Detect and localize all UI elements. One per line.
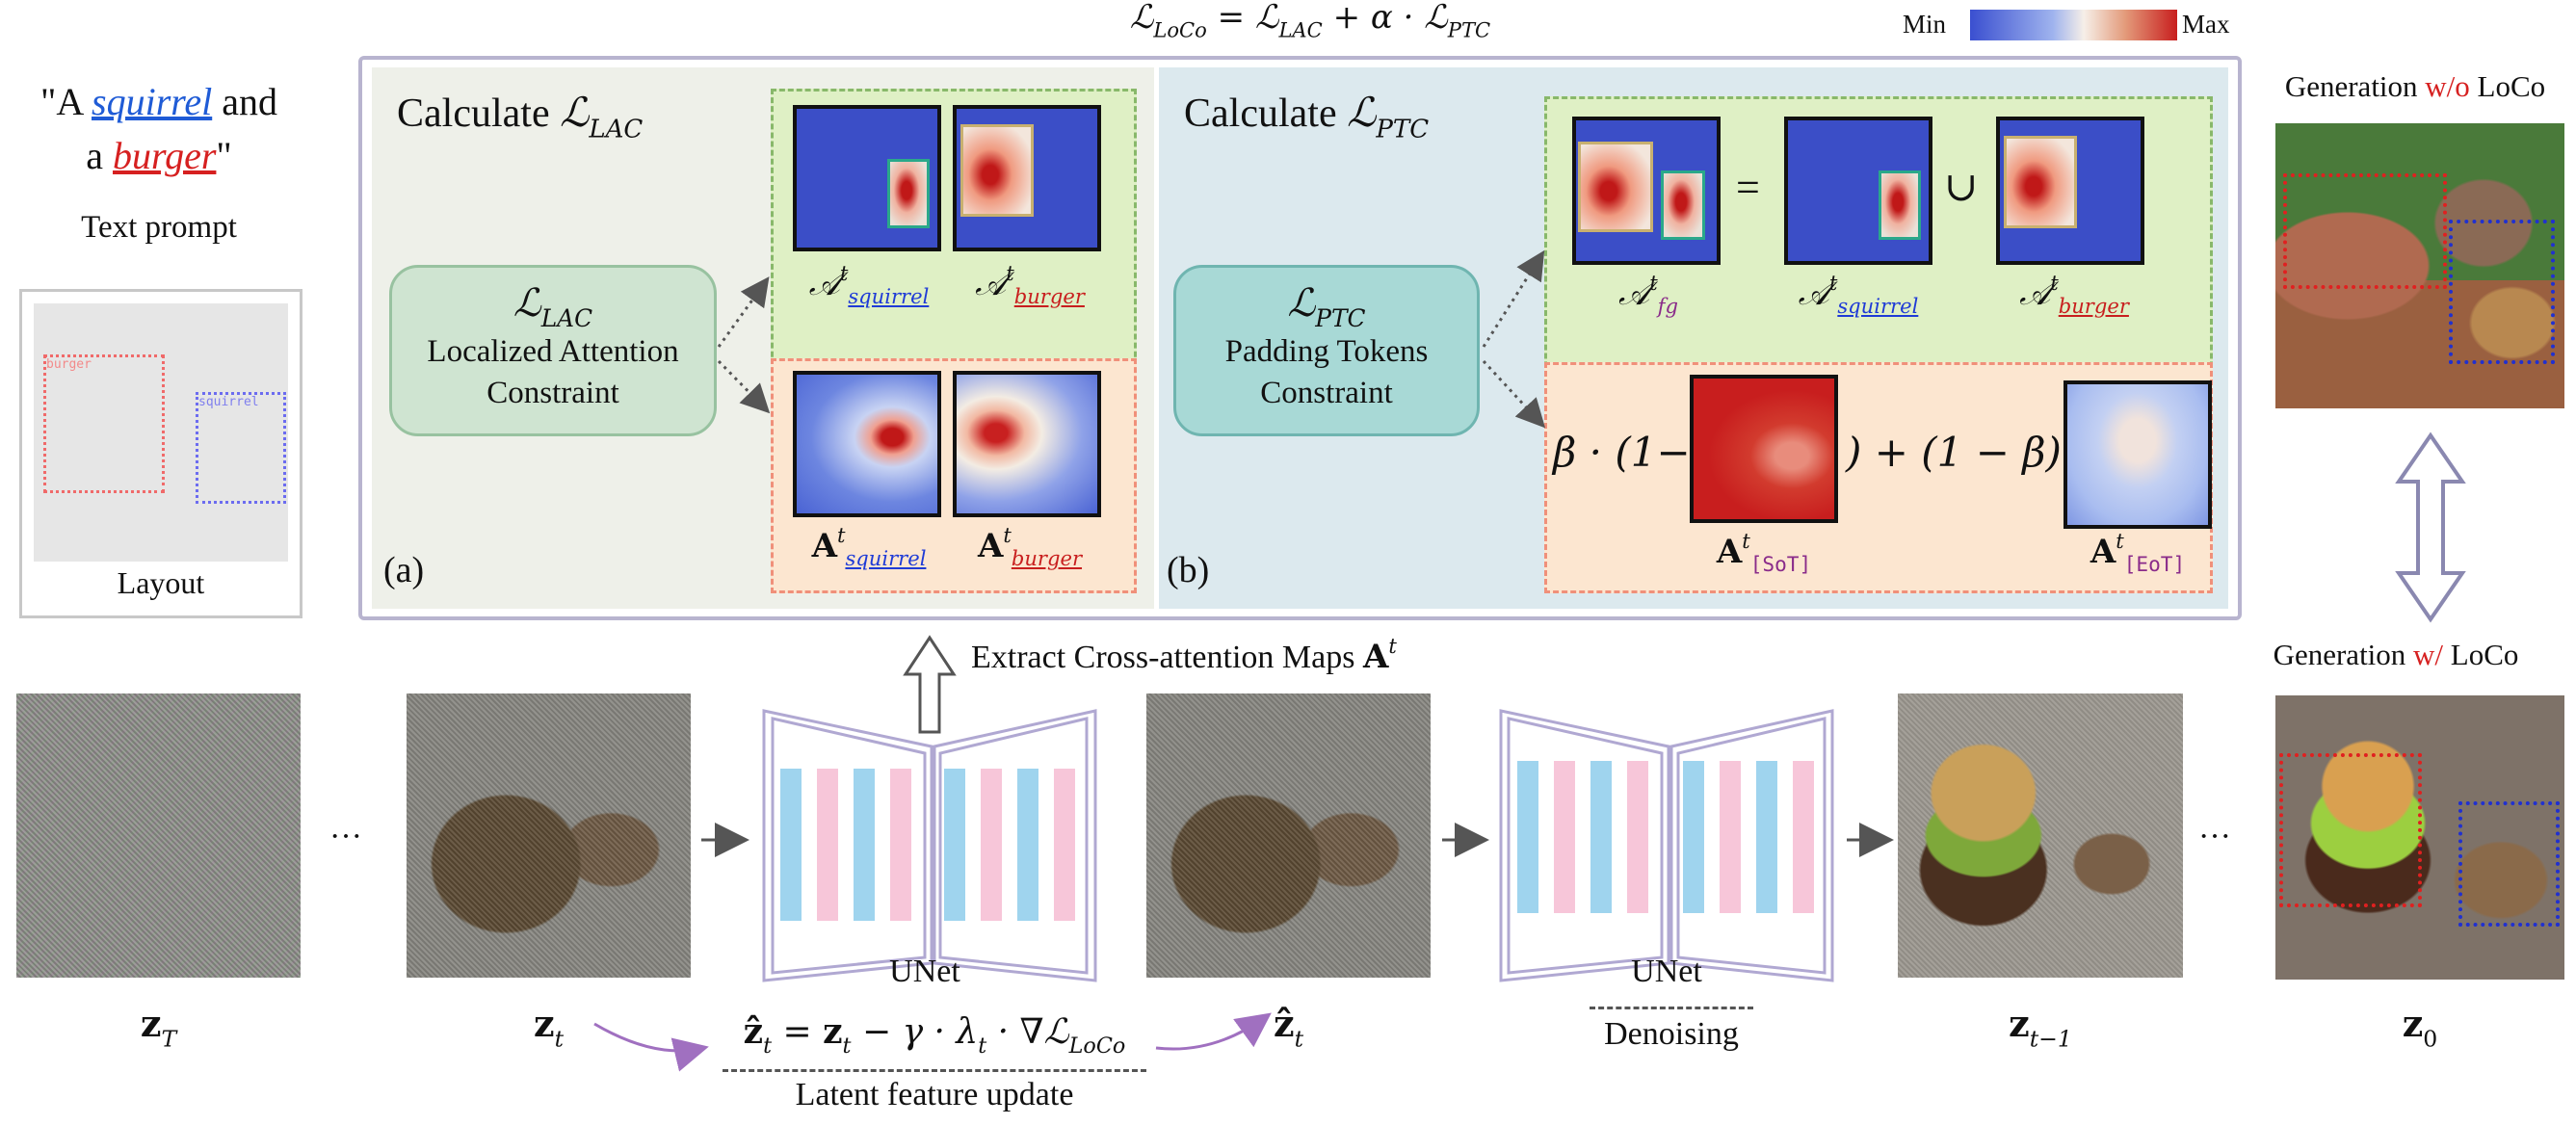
lac-attn-map-burger xyxy=(953,371,1101,517)
panel-a: Calculate ℒLAC ℒLAC Localized Attention … xyxy=(372,67,1154,609)
label-zt1: zt−1 xyxy=(2009,1002,2072,1053)
lac-gt-map-burger xyxy=(953,105,1101,251)
ptc-constraint-symbol: ℒPTC xyxy=(1287,281,1366,333)
unet-1-bars xyxy=(780,769,1084,921)
unet-2-bars xyxy=(1517,761,1821,913)
top-formula: ℒLoCo = ℒLAC + α · ℒPTC xyxy=(1129,0,1491,42)
lac-gt-label-squirrel: 𝒜tsquirrel xyxy=(808,261,930,309)
ptc-padding-box: β · (1− ) + (1 − β) · At[SoT] At[EoT] xyxy=(1544,362,2213,593)
lac-constraint-symbol: ℒLAC xyxy=(513,281,593,333)
latent-image-zhat xyxy=(1146,693,1431,978)
equals-sign: = xyxy=(1736,164,1760,211)
ptc-constraint-line1: Padding Tokens xyxy=(1224,334,1429,370)
panel-a-title: Calculate ℒLAC xyxy=(397,89,644,144)
colorbar-min-label: Min xyxy=(1903,10,1947,39)
latent-image-z0 xyxy=(2275,695,2564,980)
latent-caption: Latent feature update xyxy=(795,1077,1074,1112)
ptc-burger-map xyxy=(1996,117,2144,265)
ellipsis-1: ··· xyxy=(329,819,362,854)
compare-double-arrow xyxy=(2395,432,2466,623)
text-prompt-caption: Text prompt xyxy=(81,210,237,245)
extract-label: Extract Cross-attention Maps At xyxy=(971,634,1397,676)
sot-label: At[SoT] xyxy=(1716,529,1812,577)
label-z0: z0 xyxy=(2402,1002,2438,1053)
colorbar-max-label: Max xyxy=(2182,10,2230,39)
layout-box-burger: burger xyxy=(43,354,165,493)
sot-map xyxy=(1690,375,1838,523)
extract-arrow xyxy=(903,635,957,734)
ptc-constraint-box: ℒPTC Padding Tokens Constraint xyxy=(1173,265,1480,436)
denoising-label: Denoising xyxy=(1604,1016,1739,1052)
ptc-constraint-line2: Constraint xyxy=(1260,376,1393,411)
lac-attn-box: Atsquirrel Atburger xyxy=(771,358,1137,593)
lac-attn-label-squirrel: Atsquirrel xyxy=(811,523,927,571)
prompt-word-burger: burger xyxy=(113,134,217,177)
latent-rule xyxy=(723,1069,1146,1072)
lac-constraint-line1: Localized Attention xyxy=(427,334,679,370)
label-zt: zt xyxy=(533,1002,565,1053)
lac-attn-map-squirrel xyxy=(793,371,941,517)
beta-term-b: ) + (1 − β) · xyxy=(1846,429,2088,476)
ptc-fg-label: 𝒜tfg xyxy=(1618,271,1678,319)
colorbar xyxy=(1970,10,2177,40)
ptc-squirrel-label: 𝒜tsquirrel xyxy=(1798,271,1919,319)
gen-wo-title: Generation w/o LoCo xyxy=(2284,69,2546,103)
panel-b: Calculate ℒPTC ℒPTC Padding Tokens Const… xyxy=(1159,67,2228,609)
label-zT: zT xyxy=(140,1002,177,1053)
union-sign: ∪ xyxy=(1944,166,1979,210)
loss-frame xyxy=(358,56,2242,620)
gen-w-title: Generation w/ LoCo xyxy=(2273,638,2519,671)
lac-gt-box: 𝒜tsquirrel 𝒜tburger xyxy=(771,89,1137,383)
panel-a-tag: (a) xyxy=(383,550,425,590)
unet-1-label: UNet xyxy=(889,954,960,989)
layout-panel: burger squirrel Layout xyxy=(19,289,302,618)
ellipsis-2: ··· xyxy=(2198,819,2231,854)
layout-caption: Layout xyxy=(117,565,205,600)
eot-label: At[EoT] xyxy=(2090,529,2186,577)
latent-image-zt xyxy=(407,693,691,978)
ptc-burger-label: 𝒜tburger xyxy=(2019,271,2129,319)
ptc-fg-box: = ∪ 𝒜tfg 𝒜tsquirrel 𝒜tburger xyxy=(1544,96,2213,393)
lac-gt-label-burger: 𝒜tburger xyxy=(975,261,1085,309)
prompt-word-squirrel: squirrel xyxy=(92,80,213,123)
lac-constraint-box: ℒLAC Localized Attention Constraint xyxy=(389,265,717,436)
label-zhat: ẑt xyxy=(1273,1002,1304,1053)
latent-image-zt1 xyxy=(1898,693,2183,978)
panel-b-title: Calculate ℒPTC xyxy=(1184,89,1430,144)
lac-attn-label-burger: Atburger xyxy=(977,523,1083,571)
lac-constraint-line2: Constraint xyxy=(486,376,619,411)
latent-image-zT xyxy=(16,693,301,978)
denoising-rule xyxy=(1590,1007,1753,1009)
layout-box-squirrel: squirrel xyxy=(196,392,286,504)
ptc-fg-map xyxy=(1572,117,1721,265)
eot-map xyxy=(2063,380,2212,529)
gen-wo-image xyxy=(2275,123,2564,408)
layout-canvas: burger squirrel xyxy=(34,303,288,562)
ptc-squirrel-map xyxy=(1784,117,1932,265)
unet-2-label: UNet xyxy=(1631,954,1702,989)
latent-formula: ẑt = zt − γ · λt · ∇ℒLoCo xyxy=(743,1011,1126,1060)
beta-term-a: β · (1− xyxy=(1553,429,1691,476)
text-prompt: "A squirrel and a burger" xyxy=(40,80,277,177)
lac-gt-map-squirrel xyxy=(793,105,941,251)
panel-b-tag: (b) xyxy=(1167,550,1210,590)
